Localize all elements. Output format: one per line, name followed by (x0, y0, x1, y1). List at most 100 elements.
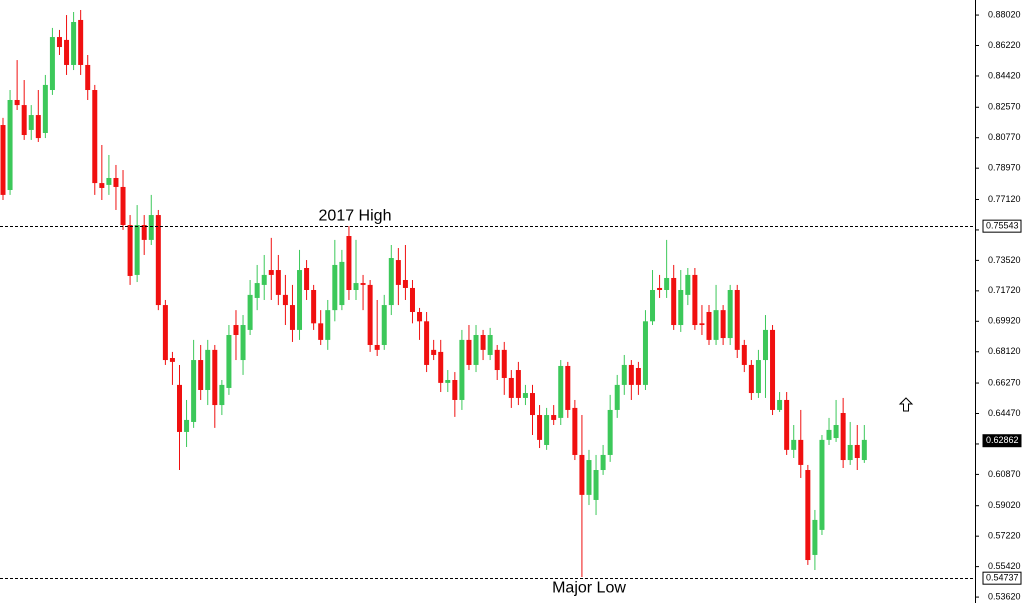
candle-body (311, 289, 317, 324)
candle-body (282, 294, 288, 306)
candle-body (297, 270, 303, 330)
candle-body (438, 351, 444, 383)
candle-body (339, 261, 345, 306)
candle-body (219, 384, 225, 406)
candle-body (424, 321, 430, 365)
candle-body (42, 84, 48, 133)
candle-body (755, 360, 761, 394)
candle-body (367, 284, 373, 345)
candle-body (177, 384, 182, 432)
y-tick-label: 0.78970 (988, 163, 1021, 173)
candle-body (184, 419, 190, 432)
y-tick-label: 0.86220 (988, 40, 1021, 50)
candle-body (205, 349, 211, 390)
candle-body (28, 115, 34, 130)
candle-body (522, 393, 528, 398)
candle-body (748, 364, 754, 394)
candle-body (685, 274, 691, 295)
price-label-box (982, 219, 1022, 233)
candle-body (431, 349, 437, 355)
candle-body (537, 415, 543, 440)
y-tick-label: 0.57220 (988, 531, 1021, 541)
candle-body (148, 215, 154, 240)
candle-body (515, 370, 521, 398)
candle-body (854, 444, 860, 459)
candle-body (699, 323, 705, 326)
candle-body (85, 64, 91, 91)
candle-body (812, 519, 818, 555)
candle-body (508, 377, 514, 398)
candle-body (494, 349, 500, 371)
price-label-box (982, 571, 1022, 585)
candle-body (600, 454, 606, 471)
candle-body (233, 325, 239, 335)
candle-body (487, 335, 493, 355)
candle-body (198, 360, 204, 390)
candle-body (226, 335, 232, 388)
candle-body (805, 470, 811, 561)
candle-body (706, 311, 712, 340)
y-tick-label: 0.77120 (988, 194, 1021, 204)
candle-body (141, 225, 147, 240)
candle-body (64, 39, 70, 65)
price-label-box (982, 434, 1022, 448)
candle-body (113, 177, 119, 187)
candle-body (459, 339, 465, 400)
candle-body (791, 439, 797, 450)
candle-body (551, 415, 557, 420)
candle-body (318, 323, 324, 340)
candle-body (614, 384, 620, 410)
scroll-arrow-icon[interactable] (898, 397, 914, 412)
candle-body (35, 115, 41, 139)
candle-body (409, 287, 415, 312)
candle-body (798, 439, 804, 465)
y-tick-label: 0.66270 (988, 377, 1021, 387)
candle-body (212, 349, 218, 406)
y-tick-label: 0.53620 (988, 591, 1021, 601)
candle-body (678, 289, 684, 326)
candle-body (106, 177, 112, 185)
candle-body (621, 364, 627, 385)
candle-body (353, 283, 359, 290)
candle-body (544, 415, 550, 445)
y-tick-label: 0.88020 (988, 9, 1021, 19)
candle-body (71, 21, 77, 65)
y-tick-label: 0.71720 (988, 285, 1021, 295)
candle-body (388, 258, 394, 306)
y-tick-label: 0.60870 (988, 469, 1021, 479)
candle-body (664, 277, 670, 290)
candle-body (155, 215, 161, 306)
y-tick-label: 0.64470 (988, 408, 1021, 418)
candle-body (579, 454, 585, 495)
candle-body (360, 283, 366, 285)
candle-body (78, 19, 84, 65)
candle-body (784, 399, 790, 450)
annotation: Major Low (552, 579, 626, 596)
candle-body (445, 380, 451, 383)
candle-body (720, 310, 726, 339)
candle-body (692, 274, 698, 326)
candle-body (501, 349, 507, 378)
candle-body (593, 470, 599, 500)
candle-body (381, 305, 387, 345)
candle-body (325, 310, 331, 340)
candle-body (268, 270, 274, 275)
price-label: 0.54737 (986, 573, 1019, 583)
candle-body (254, 283, 260, 298)
candle-body (247, 294, 253, 330)
candle-body (402, 280, 408, 288)
candle-body (819, 439, 825, 530)
candle-body (21, 105, 27, 136)
candle-body (734, 289, 740, 350)
arrow-icon[interactable] (898, 397, 914, 412)
candle-body (628, 364, 634, 385)
candle-body (452, 380, 458, 400)
candle-body (713, 310, 719, 340)
y-tick-label: 0.84420 (988, 70, 1021, 80)
candle-body (473, 335, 479, 365)
candle-body (92, 90, 98, 184)
candle-body (847, 444, 853, 461)
candle-body (826, 429, 832, 440)
candle-body (565, 365, 571, 410)
